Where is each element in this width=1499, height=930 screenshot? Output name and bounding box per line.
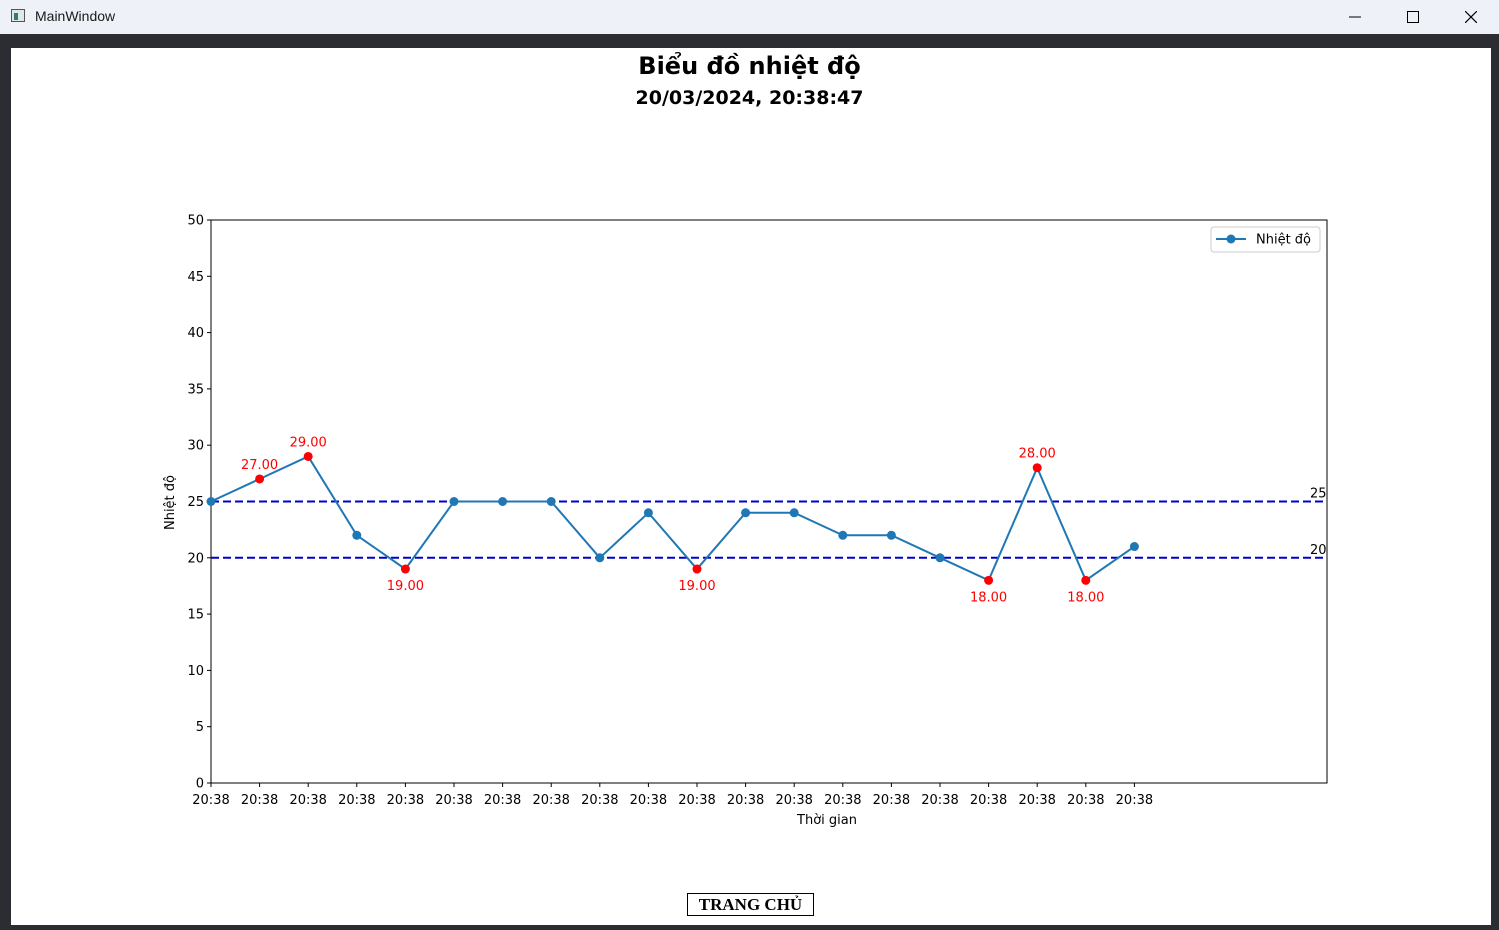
data-point bbox=[206, 497, 216, 506]
x-tick-label: 20:38 bbox=[1018, 793, 1055, 808]
highlight-point bbox=[984, 575, 994, 585]
data-point bbox=[449, 497, 459, 506]
highlight-point bbox=[1032, 463, 1042, 473]
minimize-button[interactable] bbox=[1326, 0, 1384, 34]
x-tick-label: 20:38 bbox=[873, 793, 910, 808]
page-title: Biểu đồ nhiệt độ bbox=[638, 52, 861, 80]
x-tick-label: 20:38 bbox=[921, 793, 958, 808]
data-point bbox=[886, 530, 896, 540]
maximize-button[interactable] bbox=[1384, 0, 1442, 34]
threshold-label: 20 bbox=[1310, 543, 1327, 558]
window-title: MainWindow bbox=[35, 8, 116, 24]
x-tick-label: 20:38 bbox=[970, 793, 1007, 808]
x-tick-label: 20:38 bbox=[581, 793, 618, 808]
data-label: 27.00 bbox=[241, 458, 278, 473]
highlight-point bbox=[692, 564, 702, 574]
data-label: 18.00 bbox=[970, 590, 1007, 605]
y-tick-label: 40 bbox=[187, 326, 204, 341]
y-tick-label: 45 bbox=[187, 270, 204, 285]
page-subtitle: 20/03/2024, 20:38:47 bbox=[635, 87, 864, 109]
window-titlebar: MainWindow bbox=[0, 0, 1499, 34]
x-tick-label: 20:38 bbox=[630, 793, 667, 808]
home-button[interactable]: TRANG CHỦ bbox=[687, 893, 814, 916]
x-tick-label: 20:38 bbox=[192, 793, 229, 808]
y-tick-label: 5 bbox=[196, 720, 204, 735]
client-area bbox=[11, 48, 1491, 925]
y-axis-label: Nhiệt độ bbox=[163, 475, 178, 530]
data-point bbox=[546, 497, 556, 506]
x-tick-label: 20:38 bbox=[484, 793, 521, 808]
data-label: 19.00 bbox=[387, 579, 424, 594]
legend-box bbox=[1210, 226, 1321, 253]
highlight-point bbox=[400, 564, 410, 574]
x-tick-label: 20:38 bbox=[338, 793, 375, 808]
minimize-icon bbox=[1349, 16, 1361, 18]
x-tick-label: 20:38 bbox=[1116, 793, 1153, 808]
x-axis-label: Thời gian bbox=[796, 813, 857, 828]
maximize-icon bbox=[1407, 11, 1419, 23]
data-point bbox=[935, 553, 945, 563]
x-tick-label: 20:38 bbox=[289, 793, 326, 808]
x-tick-label: 20:38 bbox=[532, 793, 569, 808]
y-tick-label: 10 bbox=[187, 664, 204, 679]
y-tick-label: 15 bbox=[187, 608, 204, 623]
series-line bbox=[210, 455, 1135, 582]
data-label: 18.00 bbox=[1067, 590, 1104, 605]
y-tick-label: 20 bbox=[187, 551, 204, 566]
close-button[interactable] bbox=[1442, 0, 1499, 34]
x-tick-label: 20:38 bbox=[1067, 793, 1104, 808]
x-tick-label: 20:38 bbox=[387, 793, 424, 808]
data-point bbox=[741, 508, 751, 518]
y-tick-label: 50 bbox=[187, 214, 204, 229]
y-tick-label: 30 bbox=[187, 439, 204, 454]
x-tick-label: 20:38 bbox=[241, 793, 278, 808]
data-point bbox=[1129, 542, 1139, 552]
data-label: 29.00 bbox=[290, 435, 327, 450]
x-tick-label: 20:38 bbox=[435, 793, 472, 808]
x-tick-label: 20:38 bbox=[727, 793, 764, 808]
data-point bbox=[789, 508, 799, 518]
y-tick-label: 25 bbox=[187, 495, 204, 510]
x-tick-label: 20:38 bbox=[824, 793, 861, 808]
data-point bbox=[498, 497, 508, 506]
data-point bbox=[643, 508, 653, 518]
y-tick-label: 0 bbox=[196, 777, 204, 792]
legend-label: Nhiệt độ bbox=[1256, 233, 1311, 248]
x-tick-label: 20:38 bbox=[678, 793, 715, 808]
app-icon bbox=[11, 9, 25, 22]
data-label: 19.00 bbox=[678, 579, 715, 594]
close-icon bbox=[1465, 11, 1477, 23]
y-tick-label: 35 bbox=[187, 382, 204, 397]
data-point bbox=[838, 530, 848, 540]
x-tick-label: 20:38 bbox=[775, 793, 812, 808]
legend-marker bbox=[1226, 234, 1236, 244]
data-label: 28.00 bbox=[1019, 447, 1056, 462]
highlight-point bbox=[255, 474, 265, 484]
threshold-label: 25 bbox=[1310, 487, 1327, 502]
highlight-point bbox=[1081, 575, 1091, 585]
data-point bbox=[595, 553, 605, 563]
highlight-point bbox=[303, 451, 313, 461]
data-point bbox=[352, 530, 362, 540]
